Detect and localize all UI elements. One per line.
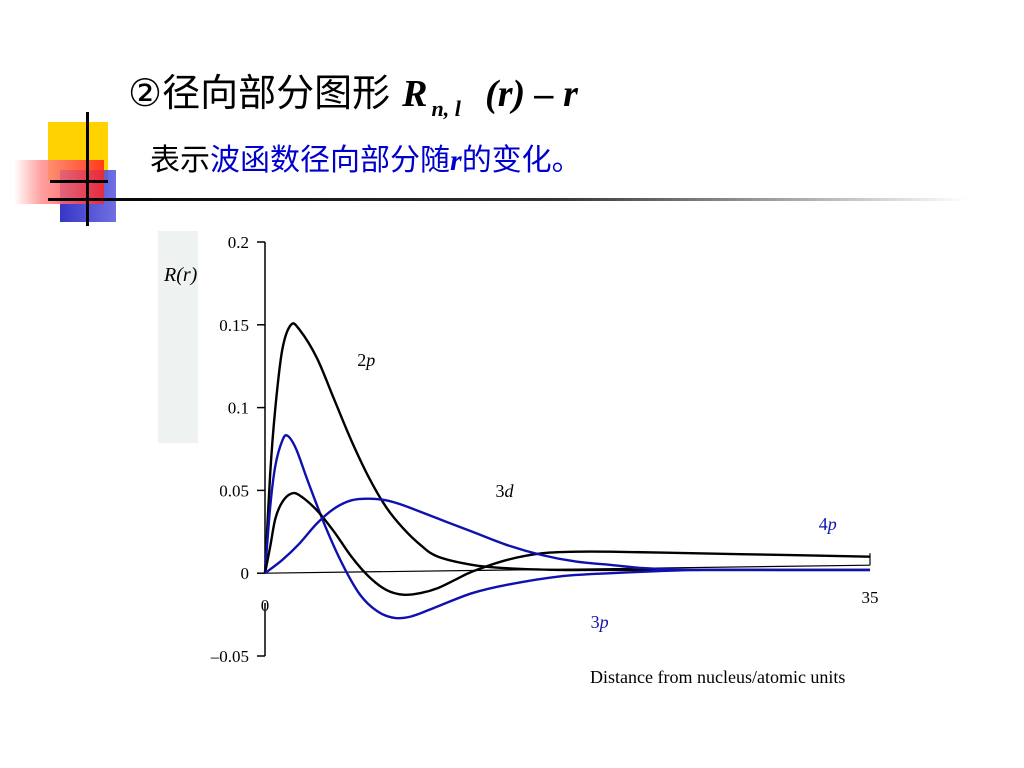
decor-vertical-line [86, 112, 89, 226]
title-subscript: n, l [431, 96, 461, 121]
subtitle-r: r [450, 144, 462, 177]
series-label-2p: 2p [357, 350, 375, 370]
y-tick-label: –0.05 [210, 647, 249, 666]
subtitle-black: 表示 [150, 143, 210, 178]
series-line-2p [263, 322, 870, 574]
radial-wavefunction-chart: R(r) 0.2 0.15 0.1 0.05 0 –0.05 0 35 2p 3p 3d 4p Di… [158, 231, 879, 687]
series-line-3d [263, 491, 871, 597]
title-prefix: ②径向部分图形 [128, 71, 391, 115]
series-layer: 2p 3p 3d 4p [263, 322, 871, 632]
subtitle-blue-1: 波函数径向部分随 [210, 143, 450, 178]
y-tick-label: 0.1 [228, 399, 249, 418]
ylabel-backdrop [158, 231, 198, 443]
axes: 0.2 0.15 0.1 0.05 0 –0.05 0 35 [210, 233, 879, 666]
title-R: R [402, 73, 428, 115]
series-label-3p: 3p [591, 612, 609, 632]
series-label-4p: 4p [819, 514, 837, 534]
title-rule [48, 198, 968, 201]
y-tick-label: 0.05 [219, 481, 249, 500]
series-label-3d: 3d [496, 481, 515, 501]
series-line-4p [264, 497, 870, 575]
y-tick-label: 0 [241, 564, 250, 583]
series-line-3p [263, 434, 870, 620]
x-tick-label: 0 [261, 596, 270, 615]
subtitle-blue-2: 的变化。 [461, 143, 582, 178]
y-axis-label: R(r) [163, 264, 198, 286]
x-tick-label: 35 [862, 588, 879, 607]
x-axis-label: Distance from nucleus/atomic units [590, 667, 845, 687]
decor-horizontal-line [50, 180, 108, 183]
title-suffix: (r) – r [485, 73, 578, 115]
y-tick-label: 0.15 [219, 316, 249, 335]
y-tick-label: 0.2 [228, 233, 249, 252]
page-subtitle: 表示波函数径向部分随r的变化。 [150, 135, 582, 179]
